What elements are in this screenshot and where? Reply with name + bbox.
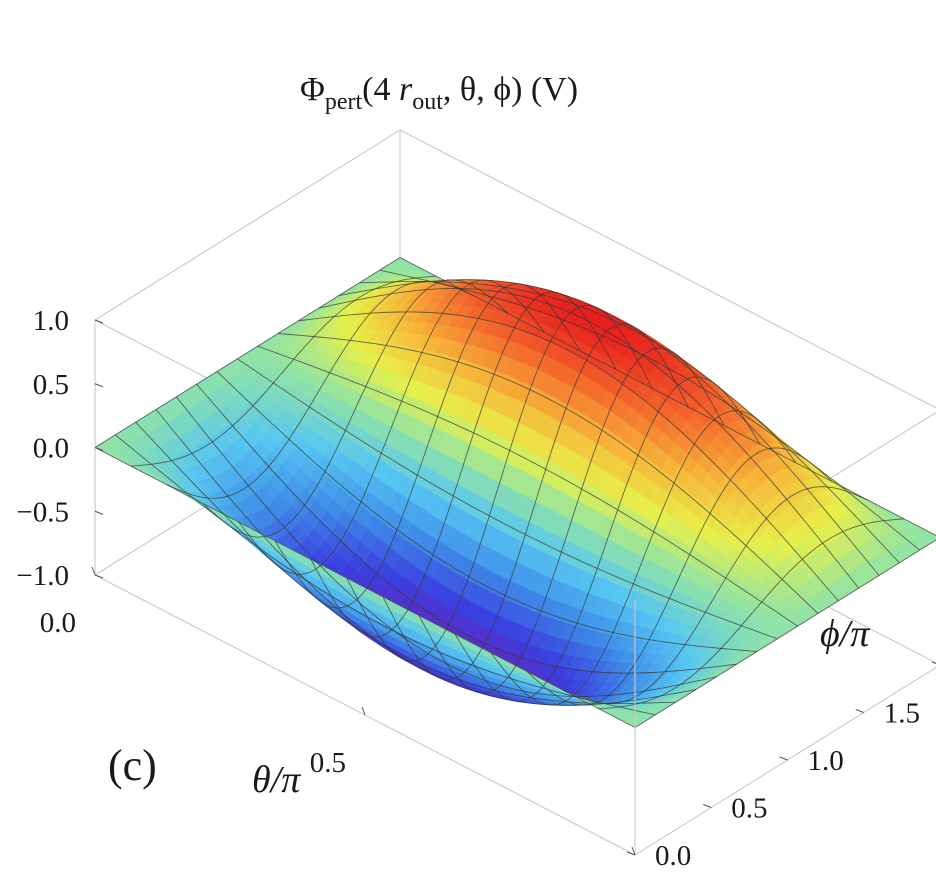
mesh-line-theta (454, 376, 761, 702)
z-tick-mark (94, 510, 104, 515)
mesh-line-phi (155, 409, 697, 706)
mesh-line-phi (94, 447, 636, 728)
y-tick-mark (855, 709, 864, 713)
mesh-line-theta (418, 347, 725, 694)
mesh-line-phi (216, 371, 758, 652)
mesh-line-theta (238, 279, 545, 575)
mesh-line-phi (257, 345, 798, 627)
mesh-line-phi (135, 421, 676, 704)
surface-mesh (94, 257, 936, 728)
mesh-line-phi (115, 434, 656, 716)
mesh-line-phi (399, 257, 936, 536)
z-tick-mark (94, 383, 104, 388)
mesh-line-phi (237, 358, 778, 640)
mesh-line-theta (526, 447, 833, 706)
z-tick-label: 0.5 (33, 369, 69, 401)
mesh-line-theta (598, 518, 905, 710)
y-tick-label: 1.5 (884, 698, 920, 730)
x-tick-mark (631, 846, 636, 856)
y-tick-mark (779, 756, 788, 761)
mesh-line-theta (94, 257, 401, 448)
z-tick-mark (94, 319, 104, 324)
y-axis-label: ϕ/π (820, 613, 870, 655)
x-tick-mark (361, 706, 366, 716)
mesh-line-phi (196, 383, 737, 674)
mesh-line-phi (379, 269, 920, 551)
mesh-line-theta (274, 283, 581, 609)
y-tick-label: 0.5 (731, 793, 767, 825)
y-tick-mark (703, 804, 712, 808)
mesh-line-theta (202, 279, 509, 538)
mesh-line-theta (634, 539, 936, 728)
mesh-line-phi (298, 311, 839, 602)
panel-label: (c) (108, 741, 157, 790)
z-tick-label: 1.0 (33, 305, 69, 337)
mesh-line-theta (130, 275, 437, 467)
z-tick-label: −0.5 (16, 496, 69, 528)
mesh-line-phi (359, 281, 900, 564)
x-tick-label: 0.0 (40, 607, 76, 639)
mesh-line-theta (310, 291, 617, 638)
mesh-line-phi (175, 396, 717, 697)
mesh-line-phi (277, 333, 819, 614)
box-edge (399, 129, 936, 409)
box-edge (94, 129, 401, 321)
y-tick-mark (626, 851, 636, 856)
plot-title: Φpert(4 rout, θ, ϕ) (V) (300, 71, 578, 115)
mesh-line-phi (318, 288, 860, 589)
y-tick-label: 0.0 (655, 840, 691, 872)
z-tick-mark (94, 447, 104, 451)
z-tick-label: −1.0 (16, 560, 69, 592)
x-tick-label: 1.0 (580, 887, 616, 892)
z-tick-mark (94, 574, 104, 579)
y-tick-mark (931, 661, 936, 665)
x-tick-mark (91, 566, 96, 576)
z-tick-label: 0.0 (33, 433, 69, 465)
axis-ticks: 1.00.50.0−0.5−1.00.00.51.00.00.51.01.52.… (16, 305, 936, 892)
mesh-line-theta (490, 410, 797, 706)
x-tick-label: 0.5 (310, 747, 346, 779)
x-axis-label: θ/π (252, 759, 301, 801)
y-tick-label: 1.0 (808, 745, 844, 777)
